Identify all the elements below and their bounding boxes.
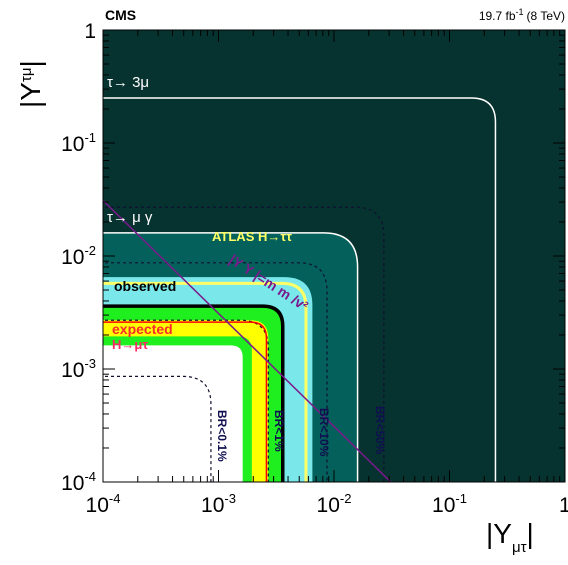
luminosity-exponent: -1	[516, 7, 524, 17]
exclusion-regions	[103, 30, 565, 482]
taumugamma-boundary	[103, 232, 359, 482]
x-tick-labels: 10-4 10-3 10-2 10-1 1	[86, 491, 568, 517]
naturalness-line	[103, 199, 392, 482]
x-tick-label-exp: -3	[224, 491, 236, 506]
y-tick-labels: 10-410-310-210-11	[61, 20, 96, 495]
energy-value: (8 TeV)	[527, 9, 565, 23]
y-axis-title: |Yτμ|	[15, 60, 46, 108]
y-tick-label-base: 1	[84, 20, 96, 43]
y-axis-title-sub: τμ	[18, 67, 35, 82]
atlas-label: ATLAS H→ττ	[212, 229, 292, 244]
observed-label: observed	[114, 278, 176, 294]
y-tick-label-3: 10-1	[61, 130, 96, 156]
x-tick-label-base: 10	[86, 494, 109, 517]
x-tick-label-base: 10	[201, 494, 224, 517]
x-tick-label-exp: -4	[109, 491, 121, 506]
luminosity-label: 19.7 fb-1 (8 TeV)	[479, 7, 565, 23]
x-tick-label-2: 10-2	[317, 491, 352, 517]
luminosity-value: 19.7 fb	[479, 9, 516, 23]
y-tick-label-base: 10	[61, 359, 84, 382]
x-axis-title-end: |	[527, 518, 534, 549]
br-label-0: BR<0.1%	[215, 410, 229, 462]
x-tick-label-exp: -2	[340, 491, 352, 506]
y-tick-label-base: 10	[61, 246, 84, 269]
x-tick-label-base: 10	[432, 494, 455, 517]
y-tick-label-exp: -1	[84, 130, 96, 145]
y-tick-label-exp: -3	[84, 356, 96, 371]
br-label-3: BR<50%	[373, 406, 387, 455]
x-tick-label-1: 10-3	[201, 491, 236, 517]
x-tick-label-0: 10-4	[86, 491, 121, 517]
br-contour-1	[103, 319, 269, 482]
y-tick-label-0: 10-4	[61, 469, 96, 495]
x-tick-label-base: 1	[559, 494, 568, 517]
y-axis-title-main: |Y	[15, 82, 46, 108]
y-tick-label-base: 10	[61, 133, 84, 156]
x-tick-label-base: 10	[317, 494, 340, 517]
observed-limit-line	[103, 304, 285, 482]
x-axis-title-sub: μτ	[512, 539, 527, 556]
x-tick-label-3: 10-1	[432, 491, 467, 517]
y-tick-label-exp: -4	[84, 469, 96, 484]
expected-label: expected	[112, 321, 173, 337]
x-axis-title: |Yμτ|	[486, 518, 534, 556]
br-contours	[103, 206, 385, 482]
br-contour-3	[103, 206, 385, 482]
tau3mu-label: τ→ 3μ	[107, 74, 149, 91]
y-tick-label-exp: -2	[84, 243, 96, 258]
x-tick-label-4: 1	[559, 494, 568, 517]
atlas-outline	[103, 281, 308, 482]
allowed-region	[103, 345, 243, 482]
br-label-2: BR<10%	[317, 408, 331, 457]
x-tick-label-exp: -1	[455, 491, 467, 506]
experiment-label: CMS	[105, 7, 136, 23]
y-tick-label-base: 10	[61, 472, 84, 495]
br-label-1: BR<1%	[272, 410, 286, 452]
y-tick-label-2: 10-2	[61, 243, 96, 269]
br-contour-2	[103, 262, 328, 482]
y-tick-label-1: 10-3	[61, 356, 96, 382]
expected-limit-line	[103, 321, 268, 482]
y-tick-label-4: 1	[84, 20, 96, 43]
plot-area	[103, 30, 565, 482]
y-axis-title-end: |	[15, 60, 46, 67]
tick-marks	[102, 29, 566, 483]
taumugamma-label: τ→ μ γ	[107, 209, 153, 226]
hmutau-label: H→μτ	[112, 337, 148, 352]
tau3mu-boundary	[103, 97, 497, 482]
x-axis-title-main: |Y	[486, 518, 512, 549]
